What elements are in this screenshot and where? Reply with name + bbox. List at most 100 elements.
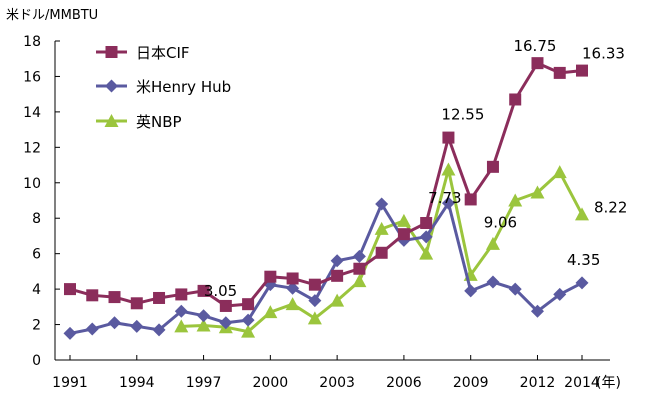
data-label: 16.33 [582,45,625,63]
data-point [375,197,389,211]
data-point [374,221,389,235]
y-unit-label: 米ドル/MMBTU [6,8,98,23]
data-point [375,246,388,259]
data-point [530,185,545,199]
data-point [197,284,210,297]
data-point [464,284,478,298]
data-point [286,281,300,295]
axes [54,41,610,361]
y-tick-label: 6 [32,247,41,263]
data-point [352,249,366,263]
legend-item: 米Henry Hub [96,78,231,96]
data-point [531,57,544,70]
data-label: 12.55 [441,106,484,124]
data-point [63,326,77,340]
y-tick-label: 12 [23,140,41,156]
x-tick-label: 1994 [119,375,155,391]
data-point [442,131,455,144]
data-point [85,322,99,336]
data-point [552,165,567,179]
data-label: 9.06 [484,213,517,231]
data-point [553,287,567,301]
data-point [420,217,433,230]
legend-label: 日本CIF [136,44,190,62]
series-layer [63,57,589,340]
legend-marker [105,79,118,93]
x-tick-label: 2000 [253,375,289,391]
legend-label: 英NBP [136,113,182,131]
data-point [352,274,367,288]
data-point [130,319,144,333]
data-point [108,291,121,304]
data-label: 16.75 [513,37,556,55]
data-point [174,304,188,318]
data-point [196,318,211,332]
y-tick-label: 0 [32,353,41,369]
data-labels: 3.05 7.73 12.55 9.06 16.75 16.33 8.22 4.35 [204,37,628,300]
data-label: 8.22 [594,198,627,216]
data-point [308,278,321,291]
data-point [441,196,455,210]
data-point [86,289,99,302]
data-point [508,282,522,296]
legend-item: 英NBP [96,113,182,131]
x-tick-label: 1991 [52,375,88,391]
series-line [69,61,583,308]
legend-marker [104,114,119,127]
data-point [464,193,477,206]
data-point [242,298,255,311]
y-ticks: 0 2 4 6 8 10 12 14 16 18 [23,34,60,369]
data-point [153,291,166,304]
data-point [353,262,366,275]
series-square [64,57,588,312]
data-point [575,207,589,221]
x-tick-label: 2012 [520,375,556,391]
x-tick-label: 2014 [564,375,600,391]
data-point [486,160,499,173]
data-point [108,316,122,330]
x-tick-label: 2006 [386,375,422,391]
data-point [396,213,411,227]
x-tick-label: 2003 [319,375,355,391]
data-point [241,324,256,338]
data-point [509,93,522,106]
data-point [441,162,456,176]
y-tick-label: 8 [32,211,41,227]
data-point [485,236,500,250]
data-point [397,228,410,241]
data-point [330,293,345,307]
legend: 日本CIF 米Henry Hub 英NBP [96,44,231,131]
x-tick-label: 1997 [186,375,222,391]
y-tick-label: 2 [32,318,41,334]
legend-label: 米Henry Hub [136,78,231,96]
data-label: 4.35 [567,251,600,269]
data-point [419,230,433,244]
data-point [285,297,300,311]
data-point [197,309,211,323]
x-tick-label: 2009 [453,375,489,391]
y-tick-label: 16 [23,69,41,85]
y-tick-label: 10 [23,176,41,192]
data-point [241,313,255,327]
data-point [219,299,232,312]
data-point [175,288,188,301]
data-point [508,193,523,207]
data-point [575,276,589,290]
x-unit-label: (年) [596,375,621,391]
data-point [263,305,278,319]
data-point [553,66,566,79]
data-point [307,311,322,325]
data-point [174,319,189,333]
data-label: 3.05 [204,282,237,300]
y-tick-label: 14 [23,105,41,121]
data-point [219,316,233,330]
legend-marker [105,46,118,58]
x-ticks: 1991 1994 1997 2000 2003 2006 2009 2012 2014 [52,355,600,391]
data-point [286,272,299,285]
data-point [486,275,500,289]
data-point [419,246,434,260]
data-point [331,269,344,282]
data-point [64,283,76,296]
